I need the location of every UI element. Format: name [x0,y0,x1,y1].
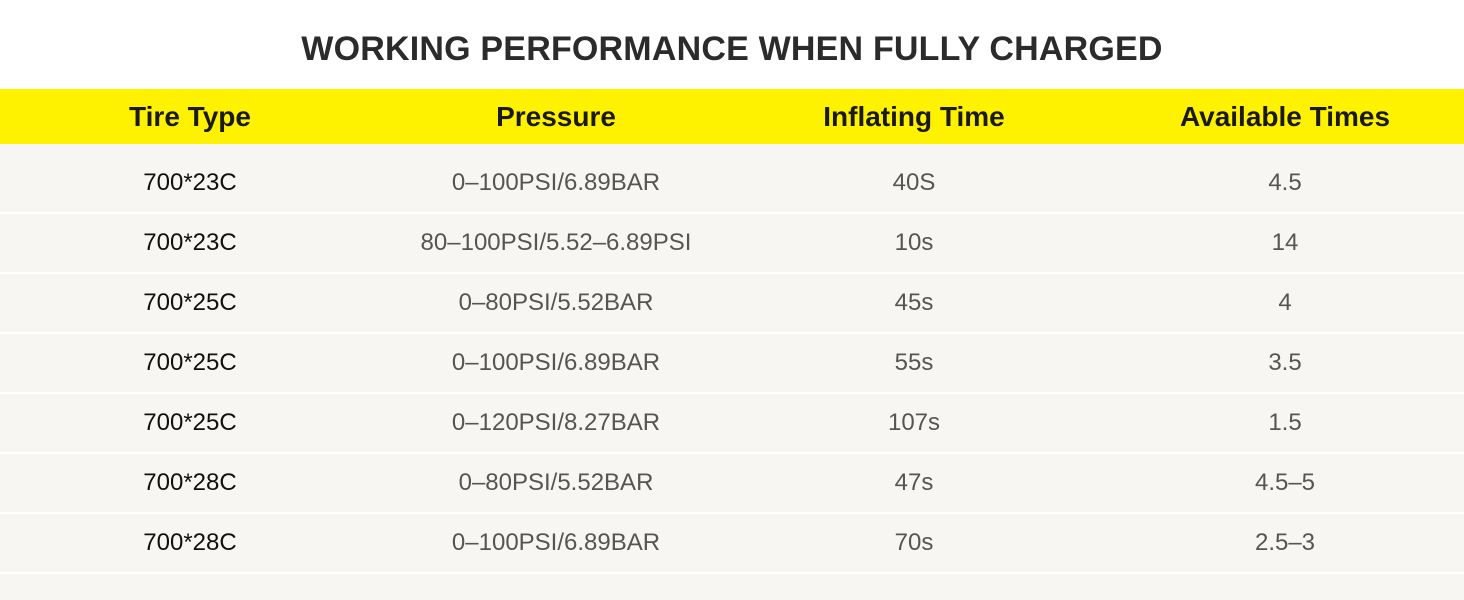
cell-available-times: 14 [1271,229,1299,256]
cell-available-times: 4 [1278,289,1292,316]
cell-pressure: 0–100PSI/6.89BAR [451,169,661,196]
cell-inflating-time: 47s [894,469,934,496]
cell-pressure: 0–100PSI/6.89BAR [451,349,661,376]
header-inflating-time: Inflating Time [823,100,1005,132]
cell-pressure: 0–80PSI/5.52BAR [458,469,654,496]
cell-available-times: 3.5 [1268,349,1302,376]
cell-available-times: 4.5 [1268,169,1302,196]
cell-pressure: 80–100PSI/5.52–6.89PSI [420,229,692,256]
cell-tire-type: 700*23C [143,169,237,196]
header-pressure: Pressure [496,100,616,132]
table-row: 700*23C 80–100PSI/5.52–6.89PSI 10s 14 [0,214,1464,274]
cell-available-times: 4.5–5 [1254,469,1316,496]
cell-tire-type: 700*25C [143,409,237,436]
cell-inflating-time: 70s [894,529,934,556]
header-available-times: Available Times [1179,100,1391,132]
cell-tire-type: 700*28C [143,469,237,496]
cell-inflating-time: 40S [892,169,936,196]
cell-pressure: 0–100PSI/6.89BAR [451,529,661,556]
table-row: 700*23C 0–100PSI/6.89BAR 40S 4.5 [0,154,1464,214]
performance-table: Tire Type Pressure Inflating Time Availa… [0,89,1464,600]
cell-inflating-time: 107s [887,409,941,436]
table-header-row: Tire Type Pressure Inflating Time Availa… [0,89,1464,144]
cell-tire-type: 700*25C [143,349,237,376]
cell-tire-type: 700*28C [143,529,237,556]
cell-tire-type: 700*25C [143,289,237,316]
cell-available-times: 1.5 [1268,409,1302,436]
cell-inflating-time: 10s [894,229,934,256]
table-row: 700*25C 0–100PSI/6.89BAR 55s 3.5 [0,334,1464,394]
cell-available-times: 2.5–3 [1254,529,1316,556]
cell-pressure: 0–80PSI/5.52BAR [458,289,654,316]
table-row: 700*28C 0–80PSI/5.52BAR 47s 4.5–5 [0,454,1464,514]
table-row: 700*25C 0–80PSI/5.52BAR 45s 4 [0,274,1464,334]
table-row: 700*25C 0–120PSI/8.27BAR 107s 1.5 [0,394,1464,454]
cell-inflating-time: 55s [894,349,934,376]
header-tire-type: Tire Type [129,100,251,132]
page-title: WORKING PERFORMANCE WHEN FULLY CHARGED [301,30,1163,68]
cell-tire-type: 700*23C [143,229,237,256]
cell-inflating-time: 45s [894,289,934,316]
cell-pressure: 0–120PSI/8.27BAR [451,409,661,436]
table-row: 700*28C 0–100PSI/6.89BAR 70s 2.5–3 [0,514,1464,574]
